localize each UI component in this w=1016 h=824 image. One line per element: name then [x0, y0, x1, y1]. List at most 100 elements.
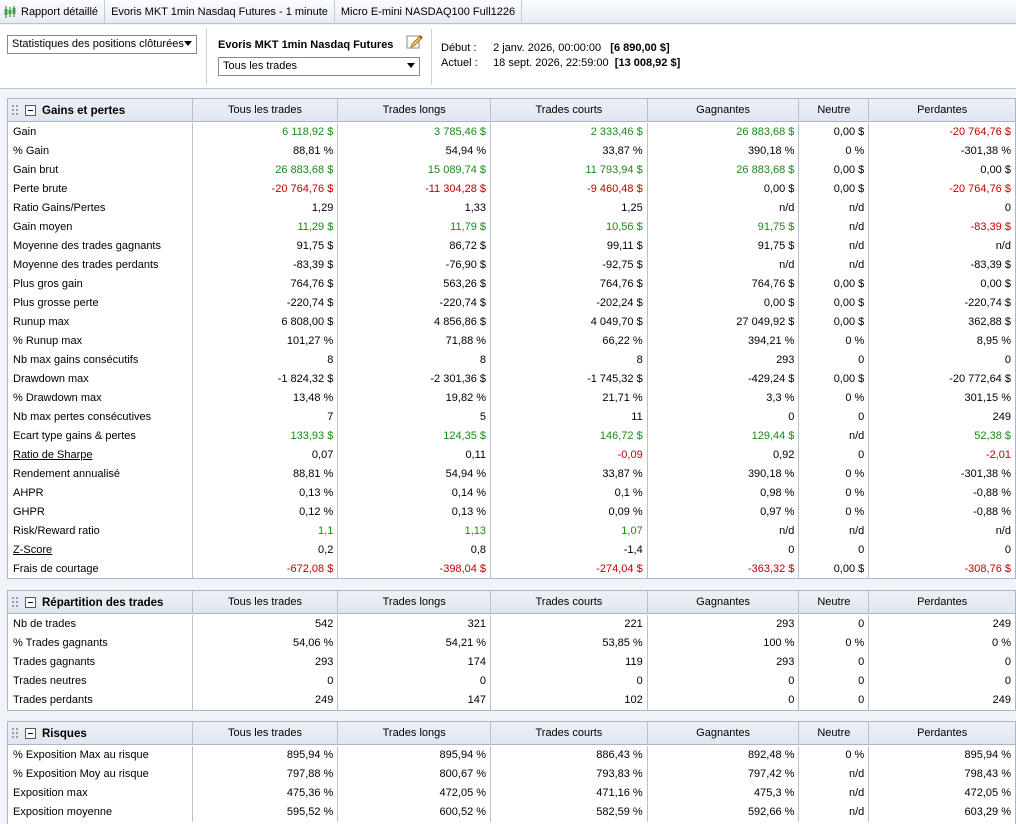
tab-detailed-report[interactable]: Rapport détaillé [0, 0, 106, 24]
collapse-minus-icon[interactable] [25, 597, 36, 608]
tab-instrument[interactable]: Micro E-mini NASDAQ100 Full1226 [335, 0, 523, 24]
drag-grip-icon[interactable] [11, 104, 21, 118]
column-header[interactable]: Trades longs [338, 99, 492, 122]
table-cell: 0 [1004, 354, 1011, 366]
table-cell: n/d [799, 199, 870, 218]
table-cell: 797,88 % [193, 765, 339, 784]
row-label-text: Ratio de Sharpe [13, 449, 93, 461]
table-cell: 895,94 % [964, 749, 1011, 761]
drag-grip-icon[interactable] [11, 596, 21, 610]
table-cell: 1,1 [193, 522, 339, 541]
column-header[interactable]: Gagnantes [648, 722, 800, 745]
row-label[interactable]: Z-Score [8, 541, 193, 560]
table-row: % Exposition Max au risque 895,94 % 895,94… [8, 746, 1015, 765]
row-label: Gain moyen [8, 218, 193, 237]
table-row: Exposition moyenne 595,52 % 600,52 % 582,59… [8, 803, 1015, 822]
period-end-value: 18 sept. 2026, 22:59:00 [493, 57, 609, 69]
table-cell: -20 772,64 $ [949, 373, 1011, 385]
row-label: Trades gagnants [8, 653, 193, 672]
column-header[interactable]: Perdantes [917, 596, 968, 608]
column-header[interactable]: Gagnantes [648, 99, 800, 122]
table-cell: 0,00 $ [799, 313, 870, 332]
section-title: Gains et pertes [42, 104, 126, 117]
table-cell: -83,39 $ [970, 259, 1011, 271]
table-cell: 221 [491, 615, 648, 634]
table-cell: -20 764,76 $ [949, 183, 1011, 195]
table-cell: 0,00 $ [980, 164, 1011, 176]
table-cell: 390,18 % [648, 142, 800, 161]
table-cell: 133,93 $ [193, 427, 339, 446]
table-cell: 542 [193, 615, 339, 634]
row-label-text: % Drawdown max [13, 392, 102, 404]
row-label: Nb de trades [8, 615, 193, 634]
table-cell: -301,38 % [960, 468, 1011, 480]
column-header[interactable]: Gagnantes [648, 591, 800, 614]
table-cell: 0 [648, 541, 800, 560]
table-row: Ecart type gains & pertes 133,93 $124,35 … [8, 427, 1015, 446]
row-label-text: Gain moyen [13, 221, 73, 233]
table-row: Gain brut 26 883,68 $15 089,74 $11 793,94… [8, 161, 1015, 180]
section-trade-distribution: Répartition des trades Tous les trades Tra… [7, 590, 1016, 711]
row-label-text: Moyenne des trades gagnants [13, 240, 161, 252]
period-end-equity: [13 008,92 $] [614, 57, 681, 69]
column-header[interactable]: Perdantes [917, 727, 968, 739]
trades-filter-select[interactable]: Tous les trades [218, 57, 420, 76]
table-cell: 0 [491, 672, 648, 691]
section-header: Gains et pertes Tous les trades Trades lon… [8, 99, 1015, 122]
table-cell: 15 089,74 $ [338, 161, 492, 180]
row-label-text: Plus gros gain [13, 278, 83, 290]
column-header[interactable]: Tous les trades [193, 722, 339, 745]
table-row: Trades neutres 0 0 0 0 0 0 [8, 672, 1015, 691]
table-cell: 8 [491, 351, 648, 370]
period-start-equity: [6 890,00 $] [610, 42, 670, 54]
edit-pencil-icon[interactable] [406, 33, 423, 50]
table-cell: 0,13 % [338, 503, 492, 522]
table-cell: 101,27 % [193, 332, 339, 351]
row-label: Risk/Reward ratio [8, 522, 193, 541]
table-cell: 249 [193, 691, 339, 710]
column-header[interactable]: Neutre [799, 722, 870, 745]
row-label-text: AHPR [13, 487, 44, 499]
table-cell: 249 [992, 618, 1011, 630]
table-cell: 7 [193, 408, 339, 427]
row-label-text: Z-Score [13, 544, 53, 556]
table-cell: n/d [648, 256, 800, 275]
column-header[interactable]: Tous les trades [193, 99, 339, 122]
table-cell: 0 [338, 672, 492, 691]
table-cell: -92,75 $ [491, 256, 648, 275]
column-header[interactable]: Neutre [799, 591, 870, 614]
table-cell: -2 301,36 $ [338, 370, 492, 389]
row-label-text: Risk/Reward ratio [13, 525, 100, 537]
drag-grip-icon[interactable] [11, 727, 21, 741]
column-header[interactable]: Trades longs [338, 722, 492, 745]
column-header[interactable]: Trades courts [491, 99, 648, 122]
row-label-text: Perte brute [13, 183, 68, 195]
row-label: Trades perdants [8, 691, 193, 710]
section-title: Risques [42, 727, 87, 740]
collapse-minus-icon[interactable] [25, 728, 36, 739]
table-cell: 26 883,68 $ [648, 123, 800, 142]
column-header[interactable]: Neutre [799, 99, 870, 122]
column-header[interactable]: Tous les trades [193, 591, 339, 614]
table-row: Ratio de Sharpe 0,07 0,11 -0,09 0,92 0 -2,01 [8, 446, 1015, 465]
column-header[interactable]: Trades longs [338, 591, 492, 614]
table-cell: n/d [799, 522, 870, 541]
table-cell: 793,83 % [491, 765, 648, 784]
table-cell: 0 [1004, 656, 1011, 668]
tab-strategy[interactable]: Evoris MKT 1min Nasdaq Futures - 1 minut… [105, 0, 335, 24]
table-cell: 11 [491, 408, 648, 427]
column-header[interactable]: Trades courts [491, 591, 648, 614]
row-label[interactable]: Ratio de Sharpe [8, 446, 193, 465]
column-header[interactable]: Perdantes [917, 104, 968, 116]
table-cell: 0 [648, 691, 800, 710]
row-label-text: % Runup max [13, 335, 83, 347]
collapse-minus-icon[interactable] [25, 105, 36, 116]
table-row: Trades perdants 249 147 102 0 0 249 [8, 691, 1015, 710]
table-cell: 886,43 % [491, 746, 648, 765]
report-type-select[interactable]: Statistiques des positions clôturées [7, 35, 197, 54]
table-cell: 0,12 % [193, 503, 339, 522]
chevron-down-icon [407, 63, 415, 68]
table-cell: 0 % [799, 634, 870, 653]
column-header[interactable]: Trades courts [491, 722, 648, 745]
table-cell: 99,11 $ [491, 237, 648, 256]
